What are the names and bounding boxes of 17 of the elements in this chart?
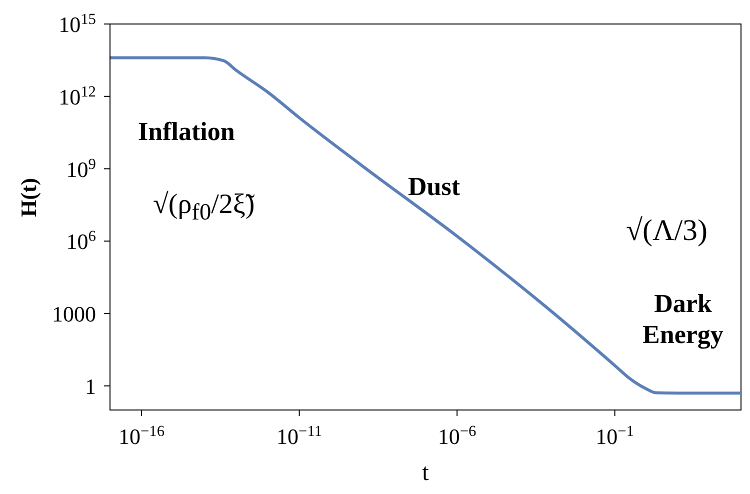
x-tick-label: 10$^{−11}$: [276, 422, 322, 449]
y-tick-label: 1000: [52, 302, 96, 326]
y-tick-label: 10$^{15}$: [58, 10, 96, 37]
y-tick-label: 10$^{6}$: [66, 228, 96, 254]
x-tick-label: 10$^{−6}$: [438, 422, 477, 449]
y-tick-label: 10$^{12}$: [58, 82, 96, 110]
y-tick-label: 10$^{9}$: [66, 155, 96, 182]
x-tick-label: 10$^{−16}$: [118, 422, 165, 449]
annotation: √(Λ/3): [626, 214, 708, 247]
annotation: √(ρ$_{f0}$/2ξ̃): [153, 189, 255, 226]
x-tick-label: 10$^{−1}$: [596, 422, 634, 449]
y-tick-label: 1: [85, 374, 96, 399]
annotation: Dust: [408, 172, 460, 201]
annotation: Inflation: [138, 117, 235, 146]
x-axis-title: t: [422, 460, 430, 486]
y-axis-title: H(t): [16, 178, 41, 217]
annotation: Dark Energy: [642, 289, 724, 350]
